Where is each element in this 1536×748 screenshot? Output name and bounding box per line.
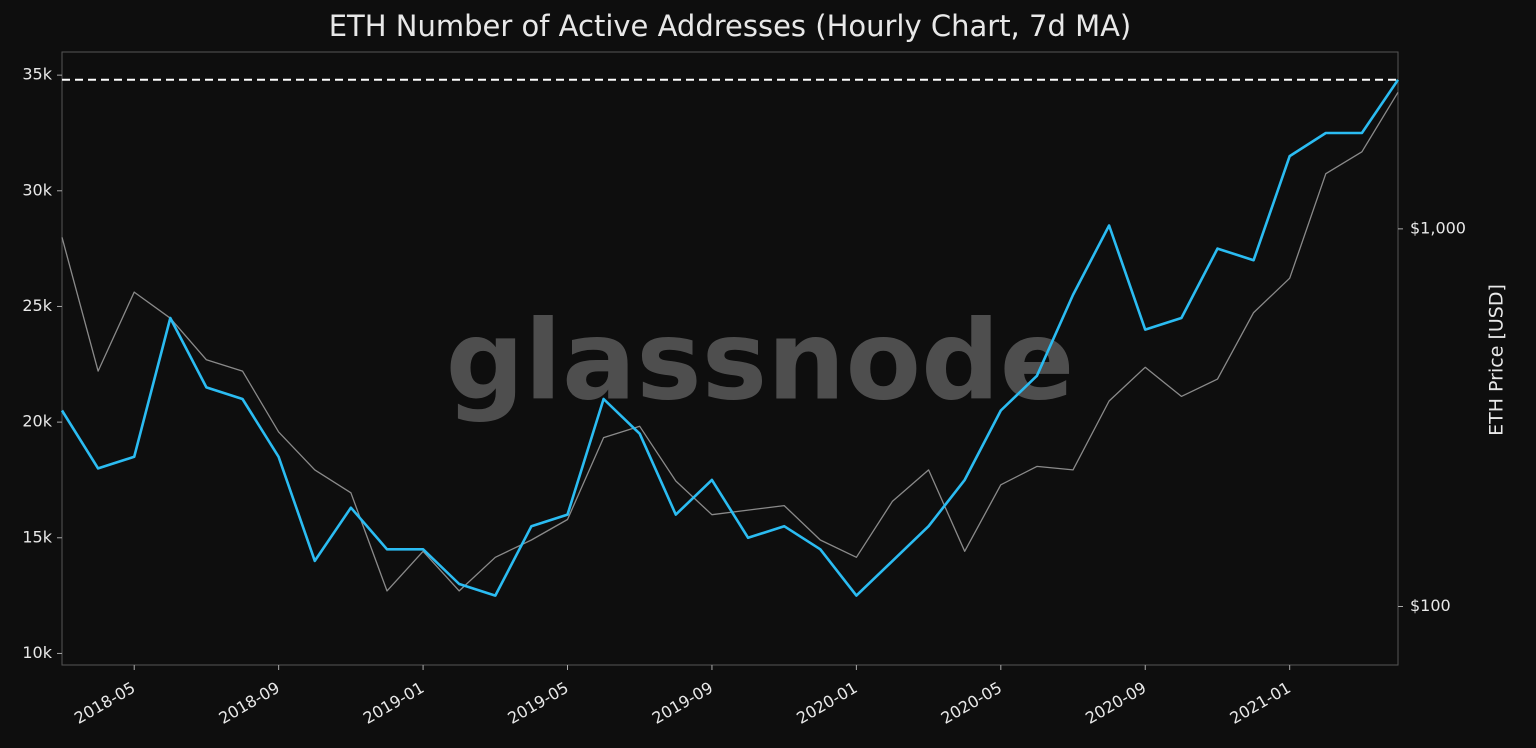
y-tick-label: 10k [22, 643, 52, 662]
addresses-line [60, 79, 1400, 597]
y-tick-label: 15k [22, 527, 52, 546]
price-line [61, 91, 1399, 592]
watermark: glassnode [446, 296, 1075, 424]
y-tick-label: 35k [22, 65, 52, 84]
y-tick-label: 20k [22, 412, 52, 431]
y2-axis-label: ETH Price [USD] [1486, 284, 1508, 436]
y-tick-label: 30k [22, 180, 52, 199]
y2-tick-label: $1,000 [1410, 218, 1466, 237]
chart-title: ETH Number of Active Addresses (Hourly C… [329, 9, 1132, 43]
y-tick-label: 25k [22, 296, 52, 315]
y2-tick-label: $100 [1410, 596, 1451, 615]
plot-frame [61, 51, 1399, 666]
